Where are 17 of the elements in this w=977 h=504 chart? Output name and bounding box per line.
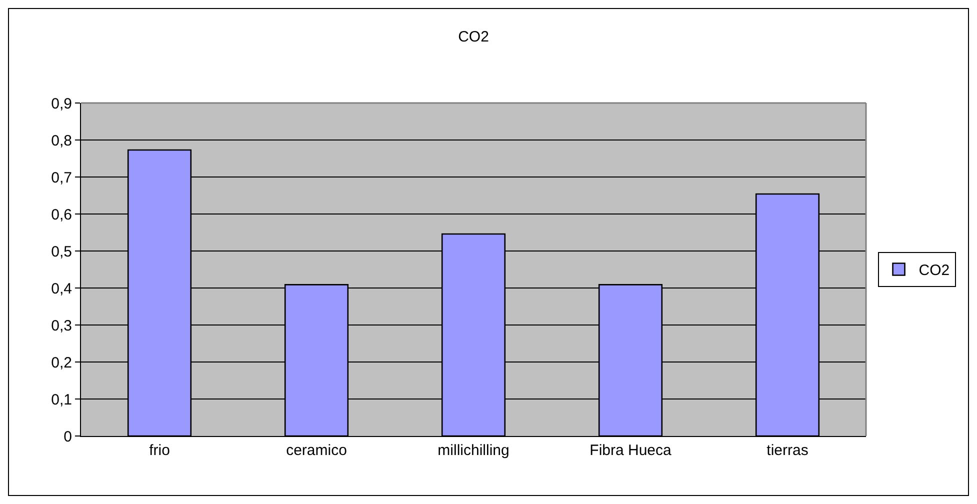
x-tick-label: millichilling bbox=[438, 442, 510, 459]
y-tick-label: 0 bbox=[64, 428, 72, 446]
y-tick-label: 0,7 bbox=[51, 169, 72, 186]
y-tick-label: 0,5 bbox=[51, 243, 72, 260]
y-tick-label: 0,1 bbox=[51, 391, 72, 408]
y-tick-label: 0,2 bbox=[51, 354, 72, 372]
y-tick-label: 0,4 bbox=[51, 280, 72, 298]
x-tick-label: ceramico bbox=[286, 442, 347, 459]
y-tick-label: 0,9 bbox=[51, 95, 72, 112]
y-tick-label: 0,3 bbox=[51, 317, 72, 334]
x-tick-label: frio bbox=[149, 442, 170, 459]
x-tick-label: Fibra Hueca bbox=[590, 442, 672, 459]
x-tick-label: tierras bbox=[766, 442, 808, 459]
legend-label: CO2 bbox=[918, 262, 950, 280]
y-tick-label: 0,8 bbox=[51, 132, 72, 150]
chart-title: CO2 bbox=[458, 28, 489, 46]
y-tick-label: 0,6 bbox=[51, 206, 72, 224]
